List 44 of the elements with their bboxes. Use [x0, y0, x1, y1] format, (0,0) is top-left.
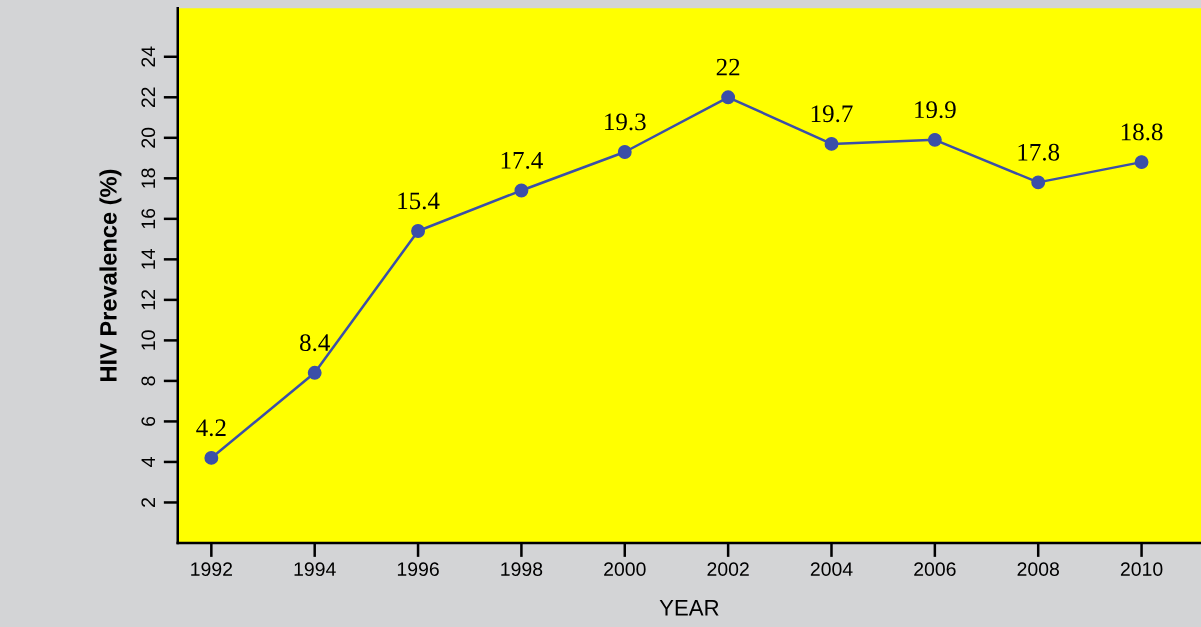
- point: [1031, 175, 1046, 190]
- x-tick-label: 1992: [191, 562, 232, 577]
- y-tick-label: 6: [141, 416, 156, 426]
- point: [204, 450, 219, 465]
- x-tick-label: 2008: [1017, 562, 1059, 577]
- x-tick-label: 2006: [914, 562, 956, 577]
- y-tick-label: 24: [141, 46, 155, 67]
- data-label: 19.9: [915, 101, 956, 119]
- data-label: 17.4: [501, 151, 543, 169]
- point: [927, 132, 942, 147]
- x-tick-label: 2002: [707, 562, 749, 577]
- point: [411, 224, 426, 238]
- point: [617, 145, 632, 159]
- point: [307, 365, 322, 380]
- point: [824, 136, 839, 151]
- y-tick-label: 14: [141, 249, 155, 269]
- x-tick-label: 2004: [810, 562, 853, 577]
- data-label: 19.7: [811, 105, 853, 123]
- y-tick-label: 2: [141, 498, 155, 507]
- x-tick-label: 1994: [294, 562, 336, 577]
- y-tick-label: 22: [141, 87, 155, 108]
- y-tick-label: 8: [141, 376, 156, 386]
- x-tick-label: 2000: [604, 562, 646, 577]
- y-tick-label: 16: [141, 208, 156, 229]
- y-tick-label: 4: [141, 457, 155, 467]
- y-axis-title: HIV Prevalence (%): [99, 169, 122, 381]
- data-label: 18.8: [1121, 123, 1163, 141]
- data-label: 4.2: [196, 419, 226, 437]
- point: [1134, 155, 1149, 170]
- data-label: 15.4: [398, 192, 440, 210]
- y-tick-label: 18: [141, 168, 156, 188]
- x-axis-title: YEAR: [659, 600, 719, 616]
- data-label: 17.8: [1018, 143, 1060, 161]
- y-tick-label: 12: [141, 290, 155, 310]
- y-tick-label: 10: [141, 330, 156, 350]
- point: [514, 183, 529, 198]
- data-label: 19.3: [605, 113, 646, 131]
- x-tick-label: 1998: [501, 562, 543, 577]
- data-label: 22: [716, 58, 740, 76]
- point: [721, 90, 736, 105]
- x-tick-label: 1996: [397, 562, 439, 577]
- x-tick-label: 2010: [1120, 562, 1163, 577]
- y-tick-label: 20: [141, 127, 156, 148]
- data-label: 8.4: [300, 334, 330, 352]
